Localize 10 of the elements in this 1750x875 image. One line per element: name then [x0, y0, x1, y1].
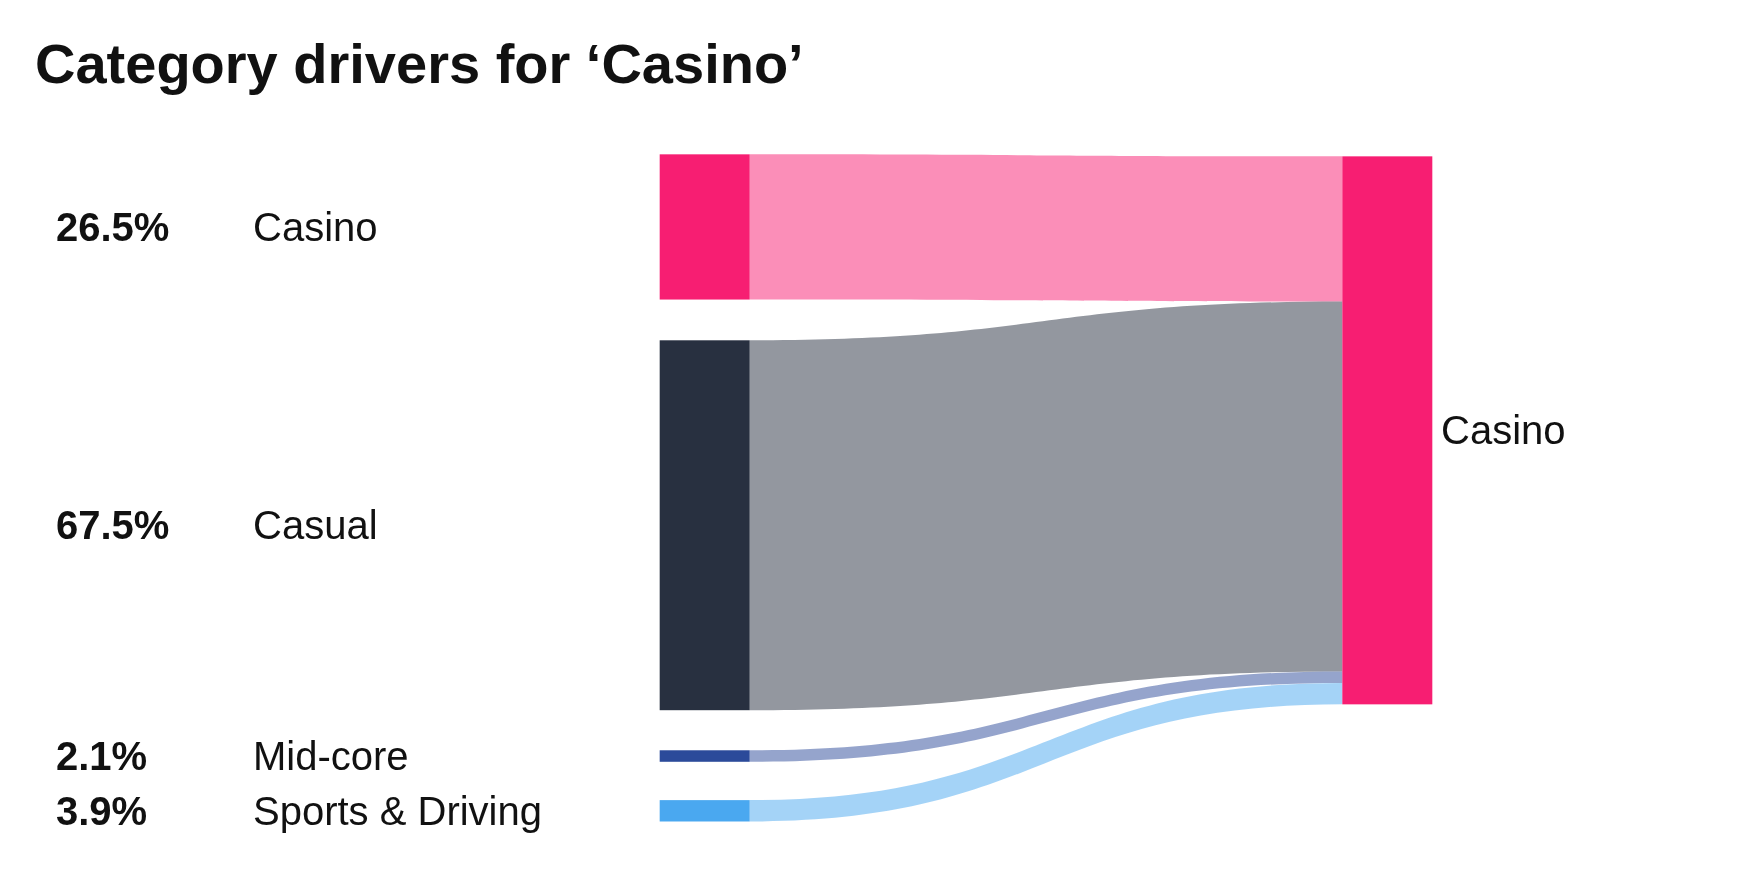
- category-label: Casino: [253, 205, 378, 249]
- text: Casino: [1441, 408, 1566, 452]
- data-label: 67.5%: [56, 503, 170, 547]
- data-label: 2.1%: [56, 734, 148, 778]
- category-label: Sports & Driving: [253, 789, 542, 833]
- category-label: Casual: [253, 503, 378, 547]
- text: Category drivers for ‘Casino’: [35, 31, 804, 95]
- data-label: 26.5%: [56, 205, 170, 249]
- category-label: Mid-core: [253, 734, 409, 778]
- data-label: 3.9%: [56, 789, 148, 833]
